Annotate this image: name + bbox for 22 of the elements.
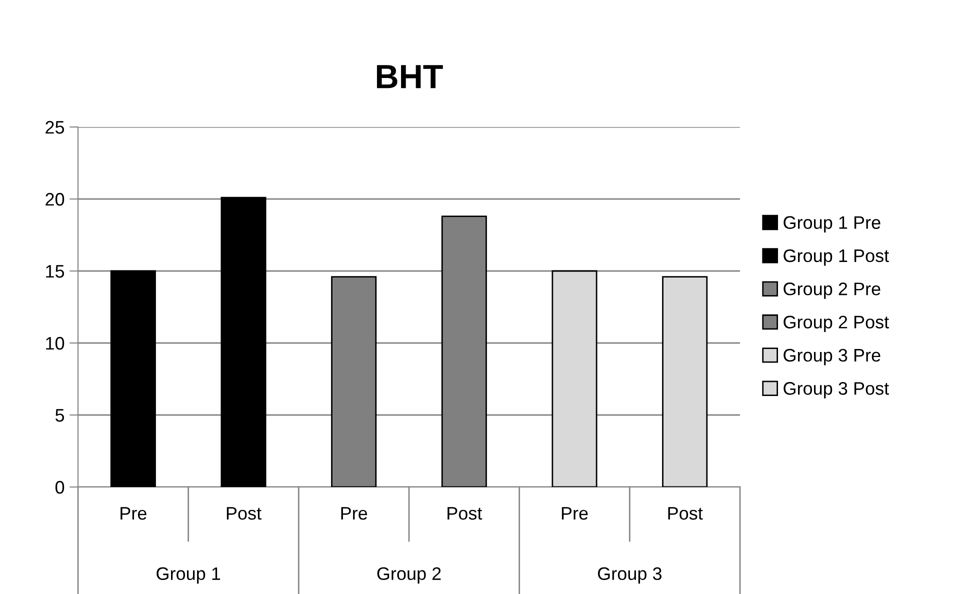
- legend-label: Group 2 Post: [784, 316, 889, 332]
- legend-label: Group 2 Pre: [784, 282, 880, 299]
- legend-label: Group 3 Pre: [784, 348, 880, 366]
- y-tick-label: 15: [46, 265, 64, 278]
- legend-label: Group 1 Post: [784, 249, 889, 266]
- x-tick-label: Post: [668, 507, 703, 520]
- text: Group 1: [156, 567, 220, 584]
- y-tick-label: 10: [46, 336, 64, 350]
- y-tick-label: 5: [55, 409, 64, 422]
- y-tick-label: 20: [46, 192, 64, 206]
- legend-label: Group 3 Post: [784, 382, 889, 398]
- text: Group 2: [377, 567, 441, 584]
- x-tick-label: Pre: [341, 507, 368, 520]
- legend-label: Group 1 Pre: [784, 216, 880, 233]
- x-tick-label: Post: [448, 507, 482, 520]
- chart-title: BHT: [376, 65, 443, 88]
- y-tick-label: 25: [46, 120, 64, 134]
- x-tick-label: Pre: [562, 507, 588, 520]
- y-tick-label: 0: [55, 480, 64, 494]
- x-tick-label: Pre: [120, 507, 146, 520]
- text: Group 3: [598, 567, 662, 584]
- x-tick-label: Post: [226, 507, 262, 520]
